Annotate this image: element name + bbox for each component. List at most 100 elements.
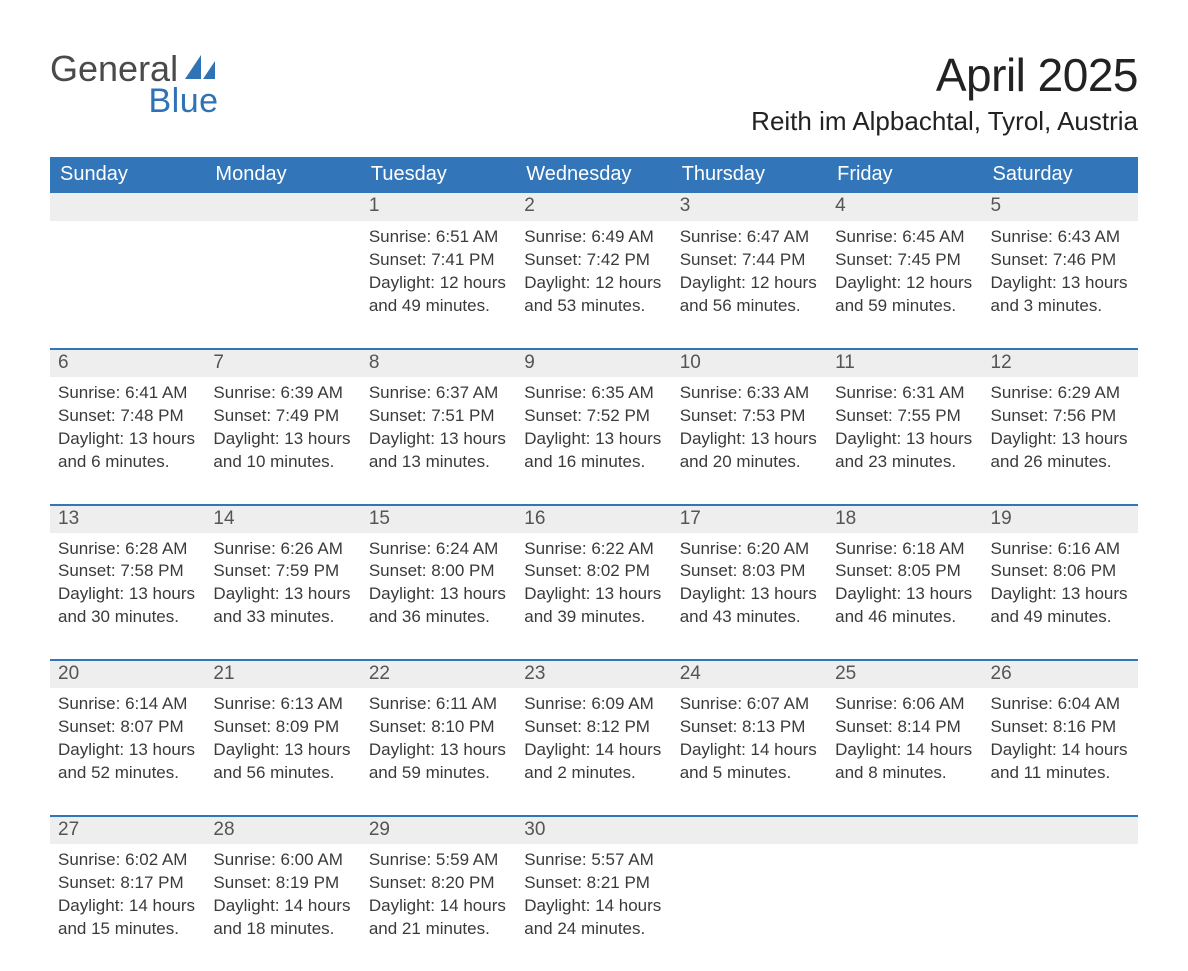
sunrise-text: Sunrise: 6:33 AM [680, 382, 819, 405]
daylight2-text: and 15 minutes. [58, 918, 197, 941]
sunrise-text: Sunrise: 6:49 AM [524, 226, 663, 249]
day-number-cell: 19 [983, 505, 1138, 533]
day-number-cell: 24 [672, 660, 827, 688]
sunset-text: Sunset: 7:45 PM [835, 249, 974, 272]
daylight1-text: Daylight: 13 hours [213, 739, 352, 762]
day-info-cell: Sunrise: 6:04 AMSunset: 8:16 PMDaylight:… [983, 688, 1138, 816]
daylight2-text: and 21 minutes. [369, 918, 508, 941]
weekday-header-row: Sunday Monday Tuesday Wednesday Thursday… [50, 157, 1138, 193]
day-info-row: Sunrise: 6:14 AMSunset: 8:07 PMDaylight:… [50, 688, 1138, 816]
sunrise-text: Sunrise: 6:26 AM [213, 538, 352, 561]
daylight2-text: and 39 minutes. [524, 606, 663, 629]
daylight1-text: Daylight: 13 hours [680, 428, 819, 451]
sunset-text: Sunset: 8:07 PM [58, 716, 197, 739]
brand-logo: General Blue [50, 48, 219, 121]
sunset-text: Sunset: 8:02 PM [524, 560, 663, 583]
day-number-row: 13141516171819 [50, 505, 1138, 533]
daylight1-text: Daylight: 13 hours [58, 739, 197, 762]
sunset-text: Sunset: 8:14 PM [835, 716, 974, 739]
daylight2-text: and 20 minutes. [680, 451, 819, 474]
daylight1-text: Daylight: 14 hours [680, 739, 819, 762]
sunrise-text: Sunrise: 6:20 AM [680, 538, 819, 561]
sunset-text: Sunset: 7:59 PM [213, 560, 352, 583]
sunrise-text: Sunrise: 6:41 AM [58, 382, 197, 405]
sunrise-text: Sunrise: 6:00 AM [213, 849, 352, 872]
day-number-cell: 7 [205, 349, 360, 377]
day-number-cell: 27 [50, 816, 205, 844]
daylight1-text: Daylight: 13 hours [991, 272, 1130, 295]
daylight2-text: and 49 minutes. [991, 606, 1130, 629]
sunrise-text: Sunrise: 6:35 AM [524, 382, 663, 405]
sunrise-text: Sunrise: 6:02 AM [58, 849, 197, 872]
sunrise-text: Sunrise: 5:57 AM [524, 849, 663, 872]
col-header: Wednesday [516, 157, 671, 193]
day-info-cell: Sunrise: 6:43 AMSunset: 7:46 PMDaylight:… [983, 221, 1138, 349]
sunrise-text: Sunrise: 6:14 AM [58, 693, 197, 716]
sunset-text: Sunset: 7:48 PM [58, 405, 197, 428]
day-number-cell [983, 816, 1138, 844]
daylight1-text: Daylight: 13 hours [213, 428, 352, 451]
daylight2-text: and 56 minutes. [213, 762, 352, 785]
day-number-row: 6789101112 [50, 349, 1138, 377]
sunset-text: Sunset: 8:03 PM [680, 560, 819, 583]
daylight2-text: and 23 minutes. [835, 451, 974, 474]
day-info-cell: Sunrise: 6:41 AMSunset: 7:48 PMDaylight:… [50, 377, 205, 505]
daylight1-text: Daylight: 12 hours [835, 272, 974, 295]
sunset-text: Sunset: 7:51 PM [369, 405, 508, 428]
col-header: Saturday [983, 157, 1138, 193]
day-info-cell: Sunrise: 6:29 AMSunset: 7:56 PMDaylight:… [983, 377, 1138, 505]
daylight1-text: Daylight: 14 hours [524, 895, 663, 918]
daylight2-text: and 43 minutes. [680, 606, 819, 629]
day-info-cell: Sunrise: 6:49 AMSunset: 7:42 PMDaylight:… [516, 221, 671, 349]
sunset-text: Sunset: 7:53 PM [680, 405, 819, 428]
daylight2-text: and 24 minutes. [524, 918, 663, 941]
day-info-cell [50, 221, 205, 349]
sunset-text: Sunset: 7:55 PM [835, 405, 974, 428]
sunset-text: Sunset: 8:06 PM [991, 560, 1130, 583]
daylight1-text: Daylight: 12 hours [369, 272, 508, 295]
daylight1-text: Daylight: 14 hours [524, 739, 663, 762]
sunrise-text: Sunrise: 6:43 AM [991, 226, 1130, 249]
daylight2-text: and 36 minutes. [369, 606, 508, 629]
daylight1-text: Daylight: 14 hours [369, 895, 508, 918]
day-number-cell: 25 [827, 660, 982, 688]
day-info-cell: Sunrise: 5:59 AMSunset: 8:20 PMDaylight:… [361, 844, 516, 971]
daylight1-text: Daylight: 13 hours [991, 583, 1130, 606]
sunset-text: Sunset: 8:17 PM [58, 872, 197, 895]
daylight1-text: Daylight: 13 hours [369, 739, 508, 762]
daylight2-text: and 49 minutes. [369, 295, 508, 318]
day-info-cell: Sunrise: 6:51 AMSunset: 7:41 PMDaylight:… [361, 221, 516, 349]
day-info-cell: Sunrise: 6:26 AMSunset: 7:59 PMDaylight:… [205, 533, 360, 661]
daylight1-text: Daylight: 12 hours [524, 272, 663, 295]
day-number-cell [205, 193, 360, 221]
col-header: Thursday [672, 157, 827, 193]
day-number-cell: 9 [516, 349, 671, 377]
day-info-cell: Sunrise: 6:22 AMSunset: 8:02 PMDaylight:… [516, 533, 671, 661]
day-number-cell: 5 [983, 193, 1138, 221]
sunset-text: Sunset: 7:41 PM [369, 249, 508, 272]
daylight2-text: and 16 minutes. [524, 451, 663, 474]
day-info-cell: Sunrise: 6:45 AMSunset: 7:45 PMDaylight:… [827, 221, 982, 349]
daylight1-text: Daylight: 13 hours [213, 583, 352, 606]
col-header: Sunday [50, 157, 205, 193]
daylight1-text: Daylight: 14 hours [991, 739, 1130, 762]
sunset-text: Sunset: 7:42 PM [524, 249, 663, 272]
sunrise-text: Sunrise: 6:51 AM [369, 226, 508, 249]
sunset-text: Sunset: 8:16 PM [991, 716, 1130, 739]
day-info-cell [205, 221, 360, 349]
day-number-cell [672, 816, 827, 844]
month-title: April 2025 [751, 48, 1138, 102]
sunset-text: Sunset: 8:12 PM [524, 716, 663, 739]
daylight1-text: Daylight: 13 hours [524, 583, 663, 606]
sunrise-text: Sunrise: 6:29 AM [991, 382, 1130, 405]
day-info-row: Sunrise: 6:41 AMSunset: 7:48 PM Daylight:… [50, 377, 1138, 505]
daylight2-text: and 11 minutes. [991, 762, 1130, 785]
location-subtitle: Reith im Alpbachtal, Tyrol, Austria [751, 106, 1138, 137]
daylight2-text: and 30 minutes. [58, 606, 197, 629]
page-header: General Blue April 2025 Reith im Alpbach… [50, 48, 1138, 137]
sunrise-text: Sunrise: 6:04 AM [991, 693, 1130, 716]
title-block: April 2025 Reith im Alpbachtal, Tyrol, A… [751, 48, 1138, 137]
sunrise-text: Sunrise: 6:22 AM [524, 538, 663, 561]
daylight2-text: and 59 minutes. [835, 295, 974, 318]
col-header: Monday [205, 157, 360, 193]
